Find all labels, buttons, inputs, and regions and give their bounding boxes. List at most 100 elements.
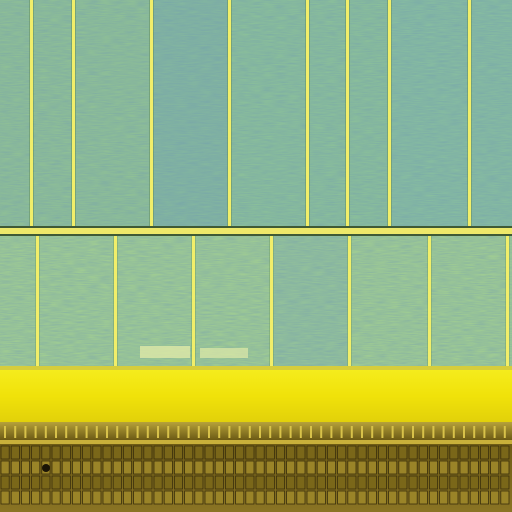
pad-tick <box>24 426 27 438</box>
pad-cell <box>133 475 143 490</box>
lower-grid-line <box>506 236 509 368</box>
pad-tick <box>238 426 241 438</box>
pad-tick <box>106 426 108 438</box>
pad-cell <box>408 475 418 490</box>
upper-grid-lines <box>29 0 472 228</box>
pad-cell <box>306 475 316 490</box>
pad-tick <box>65 426 68 438</box>
upper-grid-line <box>228 0 231 228</box>
pad-cell <box>173 475 183 490</box>
pad-cell <box>153 445 163 460</box>
pad-cell <box>41 475 51 490</box>
pad-tick <box>330 426 333 438</box>
pad-cell <box>286 475 296 490</box>
pad-cell <box>265 475 275 490</box>
pad-tick <box>197 426 200 438</box>
pad-cell <box>367 460 377 475</box>
pad-cell <box>500 460 510 475</box>
lower-array-highlight-1 <box>140 346 190 358</box>
pad-cell <box>459 475 469 490</box>
pad-cell <box>449 460 459 475</box>
pad-cell <box>102 475 112 490</box>
pad-cell <box>388 475 398 490</box>
pad-cell <box>479 460 489 475</box>
pad-cells <box>0 426 512 505</box>
pad-tick <box>289 426 292 438</box>
pad-cell <box>367 475 377 490</box>
pad-tick <box>136 426 139 438</box>
pad-tick <box>391 426 394 438</box>
pad-cell <box>265 445 275 460</box>
pad-cell <box>449 490 459 505</box>
pad-cell <box>51 445 61 460</box>
pad-cell <box>316 445 326 460</box>
lower-cell-array <box>0 236 512 368</box>
pad-cell <box>72 460 82 475</box>
lower-array-grain <box>0 236 512 368</box>
pad-tick <box>442 426 445 438</box>
pad-cell <box>20 460 30 475</box>
pad-cell <box>184 475 194 490</box>
upper-grid-line <box>388 0 391 228</box>
pad-cell <box>10 445 20 460</box>
pad-tick <box>493 426 496 438</box>
pad-tick <box>228 426 231 438</box>
pad-cell <box>61 475 71 490</box>
pad-cell <box>0 445 10 460</box>
pad-tick <box>483 426 486 438</box>
pad-cell <box>428 460 438 475</box>
pad-cell <box>61 490 71 505</box>
pad-cell <box>143 445 153 460</box>
pad-cell <box>337 445 347 460</box>
pad-cell <box>153 460 163 475</box>
pad-cell <box>20 445 30 460</box>
pad-cell <box>133 445 143 460</box>
pad-cell <box>51 475 61 490</box>
pad-cell <box>123 445 133 460</box>
pad-tick <box>177 426 180 438</box>
pad-cell <box>133 490 143 505</box>
lower-grid-line <box>36 236 39 368</box>
pad-tick <box>14 426 17 438</box>
pad-cell <box>112 445 122 460</box>
upper-grid-line <box>150 0 153 228</box>
array-separator <box>0 226 512 236</box>
pad-cell <box>112 490 122 505</box>
pad-cell <box>490 475 500 490</box>
band-top-edge <box>0 366 512 370</box>
pad-tick <box>4 426 6 438</box>
pad-tick <box>208 426 210 438</box>
pad-tick <box>157 426 159 438</box>
pad-cell <box>357 445 367 460</box>
pad-cell <box>316 490 326 505</box>
pad-tick <box>167 426 170 438</box>
pad-cell <box>235 445 245 460</box>
pad-tick <box>340 426 343 438</box>
pad-cell <box>245 475 255 490</box>
pad-cell <box>10 490 20 505</box>
pad-cell <box>133 460 143 475</box>
pad-cell <box>184 445 194 460</box>
pad-cell <box>82 490 92 505</box>
pad-cell <box>337 475 347 490</box>
pad-cell <box>479 445 489 460</box>
pad-cell <box>439 460 449 475</box>
pad-cell <box>255 475 265 490</box>
pad-cell <box>92 490 102 505</box>
pad-cell <box>500 490 510 505</box>
pad-cell <box>41 445 51 460</box>
pad-cell <box>82 460 92 475</box>
pad-cell <box>347 445 357 460</box>
pad-rail <box>0 440 512 444</box>
pad-tick <box>95 426 98 438</box>
pad-cell <box>255 490 265 505</box>
pad-tick <box>412 426 414 438</box>
pad-cell <box>184 460 194 475</box>
pad-tick <box>361 426 363 438</box>
pad-cell <box>316 460 326 475</box>
pad-cell <box>255 460 265 475</box>
lower-grid-line <box>270 236 273 368</box>
pad-cell <box>500 475 510 490</box>
pad-tick <box>248 426 251 438</box>
